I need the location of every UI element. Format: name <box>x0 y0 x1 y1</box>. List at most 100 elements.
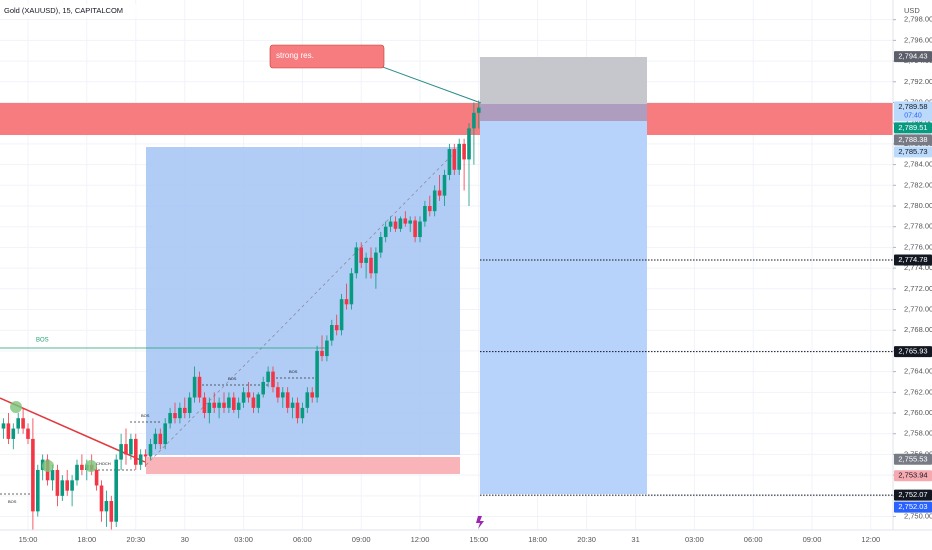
candle-body <box>138 454 143 465</box>
y-tick-label: 2,774.00 <box>904 263 932 272</box>
candle-body <box>344 299 349 305</box>
candle-body <box>99 485 104 512</box>
x-tick-label: 31 <box>631 535 639 544</box>
callout-box <box>269 44 385 69</box>
y-tick-label: 2,760.00 <box>904 408 932 417</box>
candle-body <box>413 220 417 238</box>
candle-body <box>109 501 114 522</box>
y-tick-label: 2,792.00 <box>904 77 932 86</box>
candle-body <box>276 387 280 398</box>
candle-body <box>1 423 6 429</box>
candle-body <box>119 444 123 460</box>
price-label: 2,752.07 <box>898 490 927 499</box>
price-label-bg <box>894 501 932 513</box>
candle-body <box>143 454 148 457</box>
title-bg <box>0 4 160 18</box>
x-tick-label: 30 <box>181 535 189 544</box>
x-tick-label: 06:00 <box>293 535 312 544</box>
candle-body <box>379 237 383 253</box>
candle-body <box>266 371 270 382</box>
candle-body <box>398 218 403 229</box>
candle-body <box>320 350 324 357</box>
currency-label: USD <box>904 6 920 15</box>
candle-body <box>251 397 256 408</box>
candle-body <box>104 501 109 512</box>
price-label-bg <box>894 470 932 482</box>
y-tick-label: 2,784.00 <box>904 160 932 169</box>
bos-label: BOS <box>228 376 237 381</box>
price-label-bg <box>894 134 932 146</box>
candle-body <box>26 428 30 439</box>
candle-body <box>129 438 133 455</box>
candle-body <box>285 392 290 408</box>
y-tick-label: 2,768.00 <box>904 325 932 334</box>
price-label-bg <box>894 346 932 358</box>
price-label: 2,752.03 <box>898 502 927 511</box>
price-label-bg <box>894 51 932 63</box>
candle-body <box>227 397 231 408</box>
price-label: 2,789.58 <box>898 102 927 111</box>
candle-body <box>241 392 246 403</box>
candle-body <box>330 325 334 341</box>
candle-body <box>148 444 153 457</box>
candle-body <box>452 149 457 170</box>
y-tick-label: 2,798.00 <box>904 15 932 24</box>
candle-body <box>114 459 118 522</box>
candle-body <box>178 407 182 419</box>
x-tick-label: 03:00 <box>234 535 253 544</box>
candle-body <box>305 392 310 408</box>
candle-body <box>158 433 163 445</box>
candle-body <box>472 112 476 129</box>
candle-body <box>432 190 437 212</box>
candle-body <box>447 149 452 175</box>
candle-body <box>300 407 305 419</box>
callout-pointer <box>379 65 482 104</box>
pivot-marker <box>10 401 22 413</box>
target-zone <box>480 104 647 494</box>
candle-body <box>364 257 368 263</box>
candle-body <box>21 418 25 429</box>
candle-body <box>442 174 447 196</box>
event-icon <box>476 516 484 529</box>
bos-label: BOS <box>8 499 17 504</box>
candle-body <box>383 226 388 238</box>
choch-label: CHOCH <box>96 461 111 466</box>
y-tick-label: 2,796.00 <box>904 35 932 44</box>
candle-body <box>256 394 261 408</box>
candle-body <box>388 221 393 227</box>
candle-body <box>349 273 354 305</box>
candle-body <box>70 480 74 491</box>
candle-body <box>310 392 314 398</box>
x-tick-label: 18:00 <box>528 535 547 544</box>
resistance-zone <box>0 103 893 135</box>
range-box <box>146 147 460 455</box>
candle-body <box>36 469 40 512</box>
candle-body <box>124 444 128 455</box>
candle-body <box>359 247 363 263</box>
candle-body <box>31 438 35 512</box>
axes: 2,750.002,752.002,754.002,756.002,758.00… <box>19 15 932 544</box>
price-countdown: 07:40 <box>904 113 922 120</box>
candle-body <box>408 220 412 224</box>
candle-body <box>290 402 295 408</box>
candle-body <box>207 402 212 414</box>
candle-body <box>437 190 442 196</box>
candle-body <box>325 340 329 357</box>
candle-body <box>462 143 466 160</box>
price-label-bg <box>894 453 932 465</box>
y-tick-label: 2,762.00 <box>904 387 932 396</box>
stop-zone <box>480 57 647 104</box>
candle-body <box>428 205 432 212</box>
price-label: 2,765.93 <box>898 347 927 356</box>
price-label-bg <box>894 489 932 501</box>
candle-body <box>197 376 202 398</box>
price-label-bg <box>894 122 932 134</box>
candle-body <box>153 433 158 445</box>
candle-body <box>246 392 251 398</box>
x-tick-label: 03:00 <box>685 535 704 544</box>
x-tick-label: 12:00 <box>411 535 430 544</box>
candle-body <box>16 418 20 429</box>
candle-body <box>369 257 373 274</box>
x-tick-label: 06:00 <box>744 535 763 544</box>
candle-body <box>55 469 60 496</box>
